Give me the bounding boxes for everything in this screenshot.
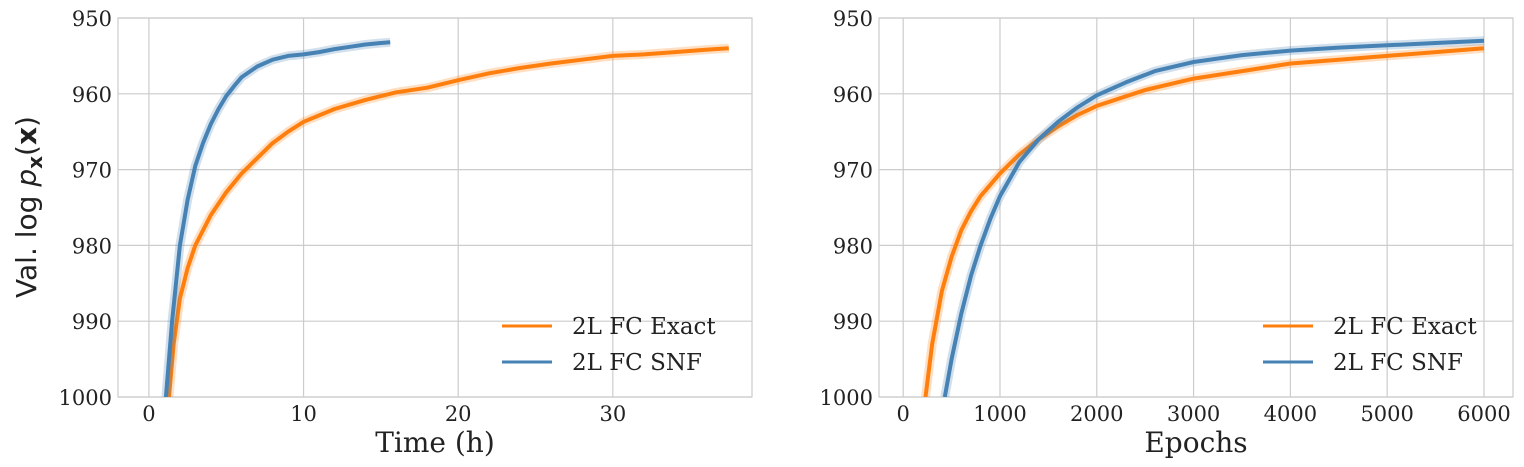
y-tick-label: 1000	[820, 386, 873, 410]
x-tick-label: 0	[897, 402, 910, 426]
epochs-panel: 0 1000 2000 3000 4000 5000 6000 950 960 970 980 990…	[820, 7, 1514, 459]
y-tick-label: 970	[72, 159, 112, 183]
x-tick-label: 20	[445, 402, 472, 426]
series-line-snf	[163, 40, 391, 397]
legend-label: 2L FC SNF	[572, 350, 702, 376]
plot-frame	[878, 17, 1514, 398]
x-tick-label: 30	[599, 402, 626, 426]
legend-label: 2L FC Exact	[572, 314, 716, 340]
y-tick-label: 950	[72, 7, 112, 31]
y-tick-label: 990	[72, 310, 112, 334]
time-panel: 0 10 20 30 950 960 970 980 990 1000 Time (h) 2L FC …	[59, 7, 753, 459]
y-tick-label: 980	[833, 234, 873, 258]
y-axis-label: Val. log px(x)	[10, 116, 47, 298]
plot-frame	[117, 17, 753, 398]
x-tick-label: 0	[142, 402, 155, 426]
series-band	[921, 43, 1485, 397]
y-tick-label: 960	[833, 83, 873, 107]
legend-label: 2L FC Exact	[1333, 314, 1477, 340]
x-axis-label: Epochs	[1144, 426, 1247, 459]
y-tick-label: 1000	[59, 386, 112, 410]
x-tick-label: 3000	[1167, 402, 1220, 426]
x-tick-label: 1000	[973, 402, 1026, 426]
y-tick-label: 970	[833, 159, 873, 183]
series-line-exact	[167, 46, 729, 397]
y-tick-label: 960	[72, 83, 112, 107]
y-tick-label: 980	[72, 234, 112, 258]
y-tick-label: 950	[833, 7, 873, 31]
series-band	[161, 37, 391, 397]
x-tick-label: 4000	[1264, 402, 1317, 426]
x-tick-label: 10	[290, 402, 317, 426]
x-tick-label: 5000	[1360, 402, 1413, 426]
legend-label: 2L FC SNF	[1333, 350, 1463, 376]
series-line-exact	[923, 46, 1485, 397]
series-band	[164, 43, 730, 397]
x-axis-label: Time (h)	[375, 426, 495, 459]
x-tick-label: 2000	[1070, 402, 1123, 426]
series-line-snf	[942, 38, 1485, 397]
y-tick-label: 990	[833, 310, 873, 334]
x-tick-label: 6000	[1457, 402, 1510, 426]
